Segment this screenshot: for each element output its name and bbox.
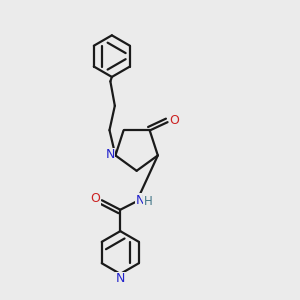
Text: H: H	[143, 195, 152, 208]
Text: O: O	[90, 192, 100, 205]
Text: O: O	[169, 114, 179, 127]
Text: N: N	[116, 272, 125, 285]
Text: N: N	[136, 194, 145, 207]
Text: N: N	[105, 148, 115, 161]
